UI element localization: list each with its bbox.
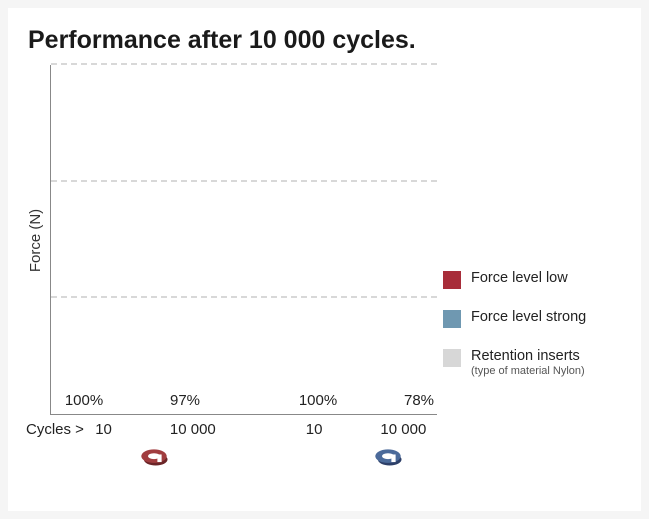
bar-value-label: 97% [170, 392, 200, 409]
y-axis-label-col: Force (N) [22, 65, 50, 415]
bar-value-label: 78% [404, 392, 434, 409]
gridline [51, 63, 437, 65]
legend-swatch [443, 310, 461, 328]
bar-value-label: 100% [299, 392, 337, 409]
plot-region: 100% 97% 100% 78% [50, 65, 437, 415]
legend: Force level low Force level strong Retenti… [443, 270, 619, 399]
legend-item: Force level strong [443, 309, 619, 328]
gridline [51, 180, 437, 182]
x-axis: 1010 0001010 000 [50, 415, 437, 438]
x-tick-label: 10 000 [370, 421, 437, 438]
legend-label: Retention inserts(type of material Nylon… [471, 348, 585, 379]
chart-card: Performance after 10 000 cycles. Force (… [8, 8, 641, 511]
ring-icon [137, 446, 171, 468]
x-tick-label: 10 000 [159, 421, 226, 438]
bar-value-label: 100% [65, 392, 103, 409]
chart-title: Performance after 10 000 cycles. [28, 26, 627, 55]
legend-swatch [443, 349, 461, 367]
category-icons-row [50, 444, 437, 474]
legend-swatch [443, 271, 461, 289]
legend-item: Force level low [443, 270, 619, 289]
ring-icon [371, 446, 405, 468]
legend-label: Force level low [471, 270, 568, 287]
x-tick-label: 10 [280, 421, 347, 438]
bars-container: 100% 97% 100% 78% [51, 65, 437, 414]
y-axis-label: Force (N) [28, 208, 45, 271]
legend-sublabel: (type of material Nylon) [471, 365, 585, 378]
x-axis-prefix: Cycles > [26, 421, 84, 438]
legend-item: Retention inserts(type of material Nylon… [443, 348, 619, 379]
legend-label: Force level strong [471, 309, 586, 326]
gridline [51, 296, 437, 298]
